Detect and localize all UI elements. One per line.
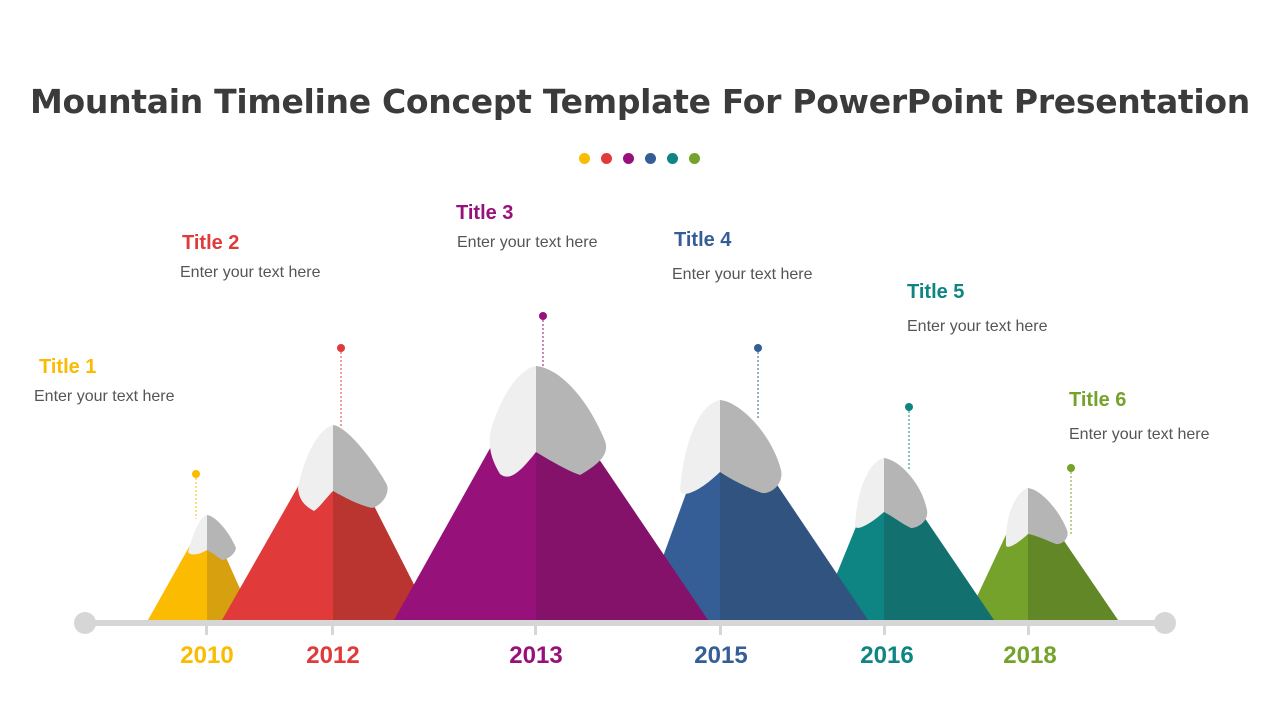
marker-dot [539,312,547,320]
milestone-title: Title 1 [39,356,97,378]
header-dot [645,153,656,164]
milestone-title: Title 6 [1069,389,1127,411]
mountain-6 [966,488,1118,620]
header-dots [579,153,703,165]
header-dot [667,153,678,164]
milestone-text: Enter your text here [180,264,321,281]
timeline-tick [331,622,334,635]
milestone-label: Title 4 Enter your text here [672,228,813,285]
milestone-text: Enter your text here [1069,426,1210,443]
marker-dot [337,344,345,352]
year-label: 2018 [1003,642,1056,669]
marker-dot [192,470,200,478]
milestone-label: Title 5 Enter your text here [907,280,1048,337]
marker-dot [1067,464,1075,472]
milestone-text: Enter your text here [457,234,598,251]
header-dot [623,153,634,164]
timeline-end-cap [1154,612,1176,634]
mountain-3 [394,366,708,620]
timeline-tick [205,622,208,635]
year-label: 2016 [860,642,913,669]
timeline-tick [719,622,722,635]
timeline-start-cap [74,612,96,634]
milestone-title: Title 2 [182,232,240,254]
milestone-label: Title 3 Enter your text here [456,201,598,253]
year-label: 2015 [694,642,747,669]
header-dot [601,153,612,164]
milestone-markers [192,312,1075,536]
header-dot [689,153,700,164]
year-label: 2010 [180,642,233,669]
marker-dot [905,403,913,411]
milestone-label: Title 1 Enter your text here [34,355,175,407]
milestone-text: Enter your text here [672,266,813,283]
milestone-title: Title 3 [456,202,514,224]
milestone-title: Title 5 [907,281,965,303]
timeline-tick [1027,622,1030,635]
year-label: 2013 [509,642,562,669]
milestone-label: Title 6 Enter your text here [1069,388,1210,445]
timeline-bar [80,620,1170,626]
milestone-label: Title 2 Enter your text here [180,231,321,283]
timeline-axis [74,612,1176,635]
timeline-tick [534,622,537,635]
year-label: 2012 [306,642,359,669]
timeline-tick [883,622,886,635]
year-labels: 2010 2012 2013 2015 2016 2018 [180,642,1056,669]
milestone-title: Title 4 [674,229,732,251]
slide-title: Mountain Timeline Concept Template For P… [30,82,1250,121]
header-dot [579,153,590,164]
marker-dot [754,344,762,352]
milestone-text: Enter your text here [34,388,175,405]
milestone-text: Enter your text here [907,318,1048,335]
mountain-2 [222,425,432,620]
